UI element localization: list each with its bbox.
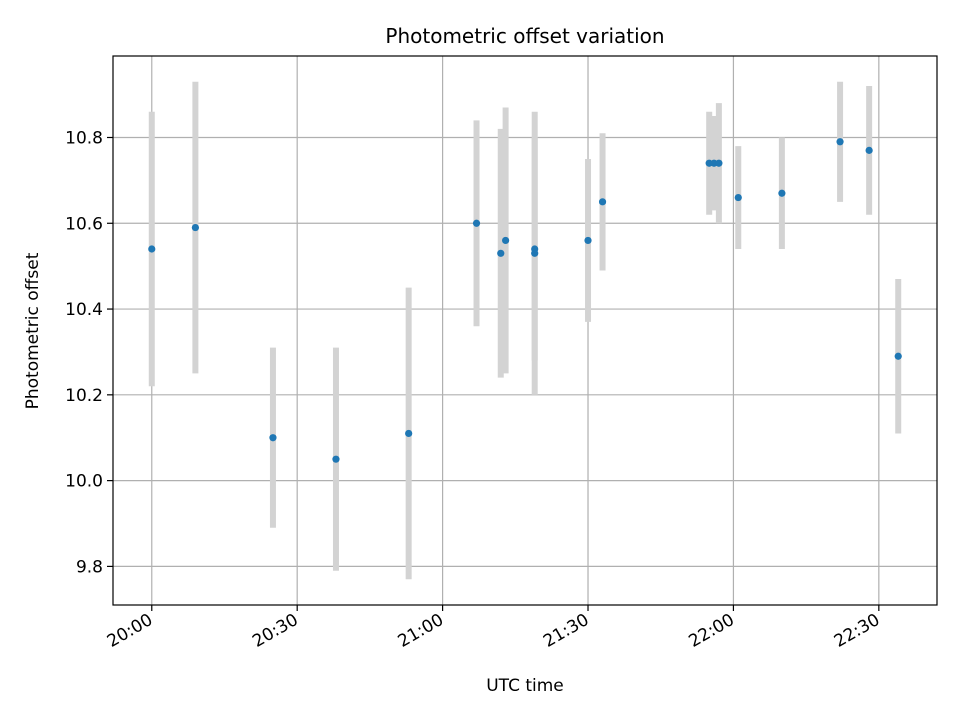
data-point	[715, 159, 723, 167]
y-tick-label: 10.4	[65, 300, 103, 320]
chart-title: Photometric offset variation	[385, 24, 664, 48]
data-point	[894, 352, 902, 360]
data-points	[148, 138, 902, 463]
data-point	[502, 236, 510, 245]
data-point	[191, 223, 199, 232]
data-point	[269, 434, 277, 442]
data-point	[472, 219, 481, 227]
data-point	[598, 198, 607, 206]
plot-frame	[112, 55, 938, 606]
data-point	[734, 193, 742, 202]
data-point	[531, 245, 539, 253]
data-point	[332, 455, 340, 463]
y-axis-label: Photometric offset	[23, 252, 43, 409]
y-tick-label: 10.8	[65, 128, 103, 148]
data-point	[584, 236, 592, 245]
data-point	[778, 189, 786, 197]
data-point	[836, 138, 844, 146]
y-tick-label: 10.0	[65, 472, 103, 492]
data-point	[405, 429, 413, 438]
y-tick-label: 10.2	[65, 386, 103, 406]
x-axis-label: UTC time	[486, 676, 564, 696]
y-tick-label: 9.8	[76, 557, 103, 577]
y-axis-ticks: 9.8 10.0 10.2 10.4 10.6 10.8	[65, 128, 113, 577]
grid	[113, 56, 937, 605]
data-point	[497, 249, 505, 257]
data-point	[148, 245, 156, 253]
data-point	[865, 146, 873, 154]
y-tick-label: 10.6	[65, 214, 103, 234]
